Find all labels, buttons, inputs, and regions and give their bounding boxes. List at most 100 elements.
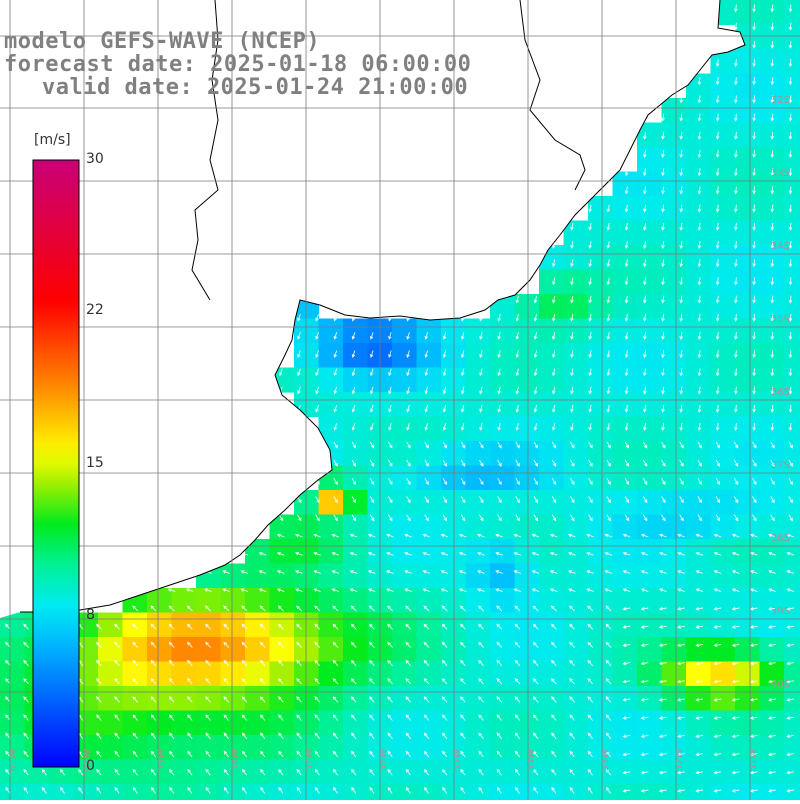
wind-arrow <box>731 679 740 684</box>
wind-cell <box>245 759 271 785</box>
wind-arrow <box>240 588 249 593</box>
wind-arrow <box>424 423 429 431</box>
wind-arrow <box>661 423 665 432</box>
wind-arrow <box>259 678 266 685</box>
wind-cell <box>710 416 736 442</box>
wind-arrow <box>496 678 503 685</box>
wind-arrow <box>788 4 793 13</box>
wind-arrow <box>423 750 430 758</box>
wind-arrow <box>351 368 356 377</box>
wind-cell <box>98 637 124 663</box>
wind-arrow <box>715 77 720 86</box>
wind-cell <box>343 392 369 418</box>
wind-arrow <box>734 350 738 359</box>
wind-cell <box>441 539 467 565</box>
wind-arrow <box>440 533 449 538</box>
wind-arrow <box>677 570 685 574</box>
wind-cell <box>784 294 800 320</box>
wind-cell <box>490 759 516 785</box>
wind-cell <box>759 220 785 246</box>
wind-arrow <box>569 750 575 758</box>
wind-arrow <box>569 786 575 794</box>
wind-arrow <box>441 696 448 703</box>
wind-arrow <box>441 678 448 685</box>
wind-arrow <box>388 477 393 485</box>
wind-arrow <box>278 659 284 667</box>
wind-arrow <box>23 714 29 721</box>
wind-arrow <box>478 641 484 648</box>
wind-cell <box>735 563 761 589</box>
wind-arrow <box>533 459 538 467</box>
wind-cell <box>171 637 197 663</box>
wind-cell <box>661 490 687 516</box>
wind-arrow <box>788 204 793 213</box>
wind-cell <box>171 759 197 785</box>
wind-arrow <box>622 643 631 648</box>
wind-arrow <box>442 496 447 504</box>
wind-arrow <box>697 404 702 413</box>
wind-arrow <box>296 641 302 648</box>
wind-arrow <box>786 716 795 720</box>
wind-arrow <box>715 350 720 359</box>
wind-cell <box>490 416 516 442</box>
wind-arrow <box>606 204 611 213</box>
wind-cell <box>490 441 516 467</box>
wind-arrow <box>241 714 248 721</box>
wind-arrow <box>478 696 484 703</box>
wind-cell <box>343 318 369 344</box>
wind-arrow <box>515 295 520 304</box>
longitude-label: 54W <box>526 749 537 772</box>
wind-arrow <box>424 368 429 377</box>
wind-arrow <box>95 641 102 648</box>
wind-cell <box>661 367 687 393</box>
wind-arrow <box>679 204 684 213</box>
wind-arrow <box>768 734 776 739</box>
latitude-label: 35S <box>771 314 790 325</box>
wind-arrow <box>278 732 284 740</box>
wind-arrow <box>551 750 557 758</box>
wind-arrow <box>422 533 431 538</box>
wind-arrow <box>296 659 302 667</box>
wind-arrow <box>624 404 629 413</box>
wind-arrow <box>114 714 120 721</box>
wind-arrow <box>697 168 702 177</box>
wind-arrow <box>568 588 576 593</box>
wind-cell <box>686 245 712 271</box>
wind-arrow <box>788 241 793 250</box>
wind-cell <box>710 367 736 393</box>
wind-arrow <box>588 222 592 231</box>
wind-arrow <box>750 588 758 593</box>
wind-arrow <box>788 459 793 467</box>
latitude-label: 40S <box>771 679 790 690</box>
wind-arrow <box>114 786 120 794</box>
wind-arrow <box>734 168 738 177</box>
wind-cell <box>686 735 712 761</box>
wind-arrow <box>622 551 631 556</box>
wind-arrow <box>296 786 302 794</box>
wind-cell <box>710 245 736 271</box>
wind-arrow <box>496 768 502 776</box>
wind-cell <box>637 588 663 614</box>
wind-cell <box>465 514 491 540</box>
longitude-label: 56W <box>378 749 389 772</box>
wind-cell <box>686 490 712 516</box>
wind-arrow <box>661 204 665 213</box>
wind-cell <box>196 759 222 785</box>
wind-arrow <box>549 588 558 593</box>
wind-arrow <box>533 514 538 522</box>
wind-cell <box>514 661 540 687</box>
wind-cell <box>392 392 418 418</box>
wind-arrow <box>588 423 592 431</box>
wind-arrow <box>640 788 649 793</box>
wind-arrow <box>333 786 338 794</box>
wind-arrow <box>369 514 375 522</box>
wind-arrow <box>532 641 539 648</box>
wind-arrow <box>479 368 483 377</box>
wind-arrow <box>78 786 84 794</box>
wind-arrow <box>277 641 284 648</box>
wind-arrow <box>5 732 11 740</box>
wind-arrow <box>677 551 685 556</box>
wind-arrow <box>731 752 740 757</box>
wind-arrow <box>259 696 266 703</box>
wind-cell <box>416 612 442 638</box>
